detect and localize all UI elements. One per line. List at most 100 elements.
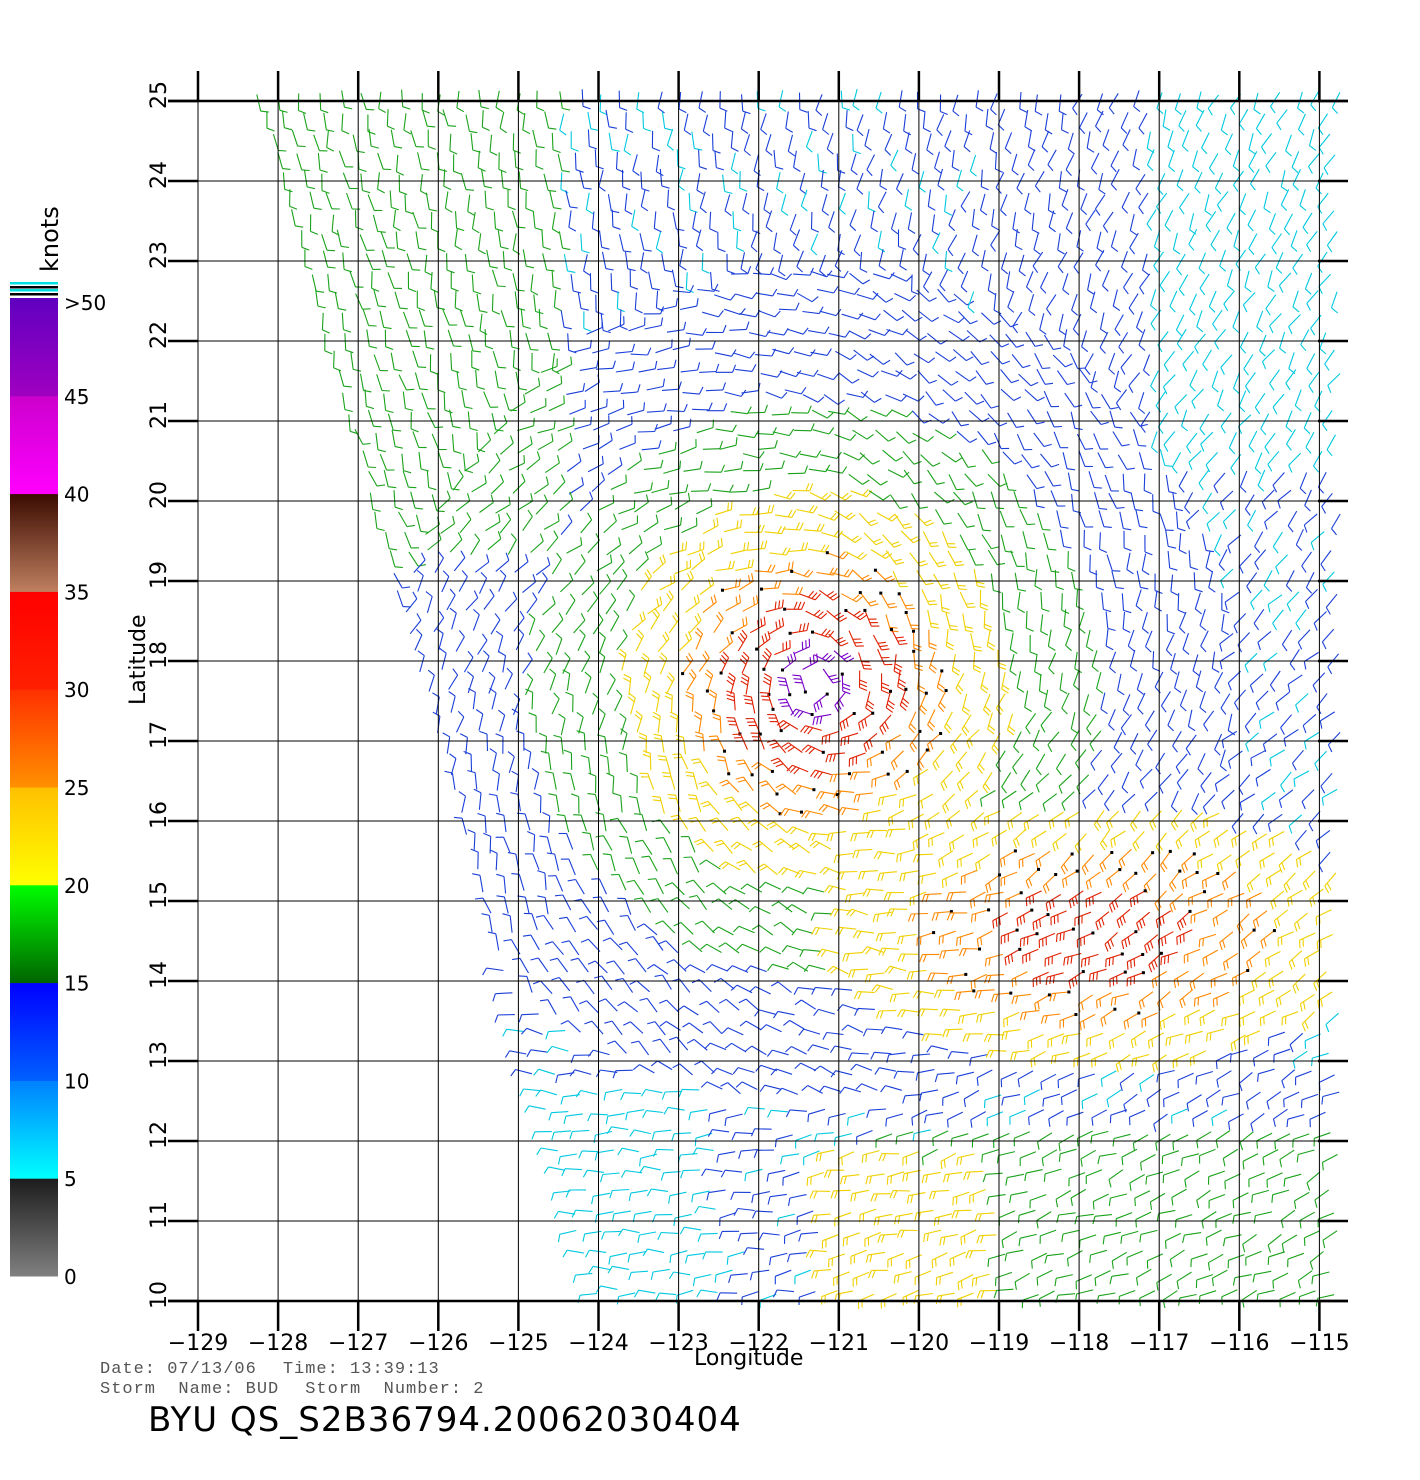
colorbar-cap-stripe bbox=[10, 286, 58, 289]
wind-barb bbox=[531, 352, 540, 374]
wind-barb bbox=[379, 453, 395, 471]
wind-barb bbox=[610, 474, 627, 491]
wind-barb bbox=[1205, 550, 1213, 573]
wind-barb bbox=[1108, 893, 1123, 913]
wind-barb bbox=[558, 832, 574, 850]
wind-barb bbox=[1263, 652, 1278, 672]
wind-barb bbox=[957, 252, 966, 275]
wind-barb bbox=[845, 110, 854, 132]
wind-barb bbox=[702, 440, 724, 450]
wind-barb bbox=[1039, 313, 1047, 335]
wind-barb bbox=[669, 897, 690, 910]
wind-barb bbox=[719, 1212, 737, 1227]
wind-barb bbox=[759, 692, 774, 710]
wind-barb bbox=[875, 91, 883, 114]
wind-barb bbox=[477, 233, 486, 255]
wind-barb bbox=[508, 455, 525, 471]
latitude-tick-label: 12 bbox=[147, 1121, 172, 1149]
latitude-tick-label: 23 bbox=[147, 241, 172, 269]
wind-barb bbox=[483, 391, 499, 408]
wind-barb bbox=[1238, 390, 1247, 413]
wind-barb bbox=[805, 130, 813, 153]
wind-barb bbox=[471, 211, 480, 234]
wind-barb bbox=[785, 1046, 807, 1055]
wind-barb bbox=[1047, 149, 1057, 172]
wind-barb bbox=[376, 374, 390, 392]
wind-barb bbox=[470, 533, 481, 555]
wind-barb bbox=[570, 1054, 591, 1063]
wind-barb bbox=[1012, 212, 1020, 234]
wind-barb bbox=[987, 712, 996, 735]
wind-barb bbox=[785, 111, 794, 133]
wind-barb bbox=[526, 1049, 548, 1058]
wind-barb bbox=[701, 253, 710, 274]
wind-barb bbox=[931, 911, 952, 921]
wind-barb bbox=[1232, 1274, 1252, 1286]
wind-barb bbox=[811, 409, 834, 419]
wind-barb bbox=[558, 231, 571, 251]
latitude-tick-label: 15 bbox=[147, 881, 172, 909]
wind-barb bbox=[731, 1132, 753, 1141]
wind-barb bbox=[432, 711, 441, 734]
wind-barb bbox=[1220, 113, 1228, 136]
wind-barb bbox=[1280, 189, 1290, 211]
wind-barb bbox=[1177, 593, 1186, 614]
wind-barb bbox=[1172, 731, 1182, 753]
wind-barb bbox=[781, 945, 804, 953]
wind-barb bbox=[652, 554, 667, 574]
wind-barb bbox=[454, 211, 465, 232]
wind-barb bbox=[1221, 1092, 1240, 1106]
wind-barb bbox=[620, 384, 641, 394]
wind-barb bbox=[1256, 310, 1264, 333]
wind-barb bbox=[1017, 1209, 1036, 1224]
wind-barb bbox=[971, 1273, 990, 1287]
wind-barb bbox=[555, 1072, 575, 1084]
wind-barb bbox=[1232, 149, 1240, 172]
wind-barb bbox=[793, 987, 815, 995]
wind-barb bbox=[578, 1150, 600, 1159]
wind-barb bbox=[1202, 794, 1216, 815]
wind-barb bbox=[853, 234, 862, 257]
wind-barb bbox=[502, 1028, 524, 1037]
wind-barb bbox=[1187, 709, 1196, 732]
wind-barb bbox=[691, 551, 706, 571]
wind-barb bbox=[730, 541, 750, 555]
wind-barb bbox=[1280, 714, 1293, 735]
wind-barb bbox=[668, 1191, 687, 1204]
wind-barb bbox=[940, 594, 950, 614]
wind-barb bbox=[442, 732, 451, 754]
wind-barb bbox=[632, 1210, 652, 1223]
wind-barb bbox=[1231, 970, 1248, 987]
wind-barb bbox=[1085, 392, 1101, 409]
wind-barb bbox=[1074, 833, 1087, 854]
wind-barb bbox=[809, 1190, 831, 1199]
wind-barb bbox=[813, 1132, 834, 1142]
wind-barb bbox=[1315, 1294, 1335, 1307]
wind-barb bbox=[1091, 650, 1099, 672]
wind-barb bbox=[713, 977, 735, 990]
rain-flag-marker bbox=[1141, 953, 1145, 956]
wind-barb bbox=[1231, 813, 1244, 834]
wind-barb bbox=[1218, 549, 1228, 571]
rain-flag-marker bbox=[949, 910, 953, 914]
wind-barb bbox=[566, 537, 583, 554]
wind-barb bbox=[1221, 789, 1235, 810]
wind-barb bbox=[1196, 310, 1204, 333]
wind-barb bbox=[706, 403, 728, 412]
wind-barb bbox=[395, 231, 406, 252]
wind-barb bbox=[674, 492, 691, 510]
wind-barb bbox=[362, 450, 377, 469]
wind-barb bbox=[1194, 171, 1203, 194]
wind-barb bbox=[1220, 693, 1231, 715]
wind-barb bbox=[920, 454, 941, 467]
rain-flag-marker bbox=[1047, 993, 1051, 997]
wind-barb bbox=[767, 328, 789, 336]
wind-barb bbox=[517, 493, 533, 511]
wind-barb bbox=[350, 352, 362, 372]
wind-barb bbox=[1240, 929, 1255, 949]
wind-barb bbox=[761, 580, 782, 590]
wind-barb bbox=[621, 515, 638, 531]
wind-barb bbox=[551, 692, 560, 715]
wind-barb bbox=[1176, 769, 1189, 790]
wind-barb bbox=[1122, 611, 1131, 633]
